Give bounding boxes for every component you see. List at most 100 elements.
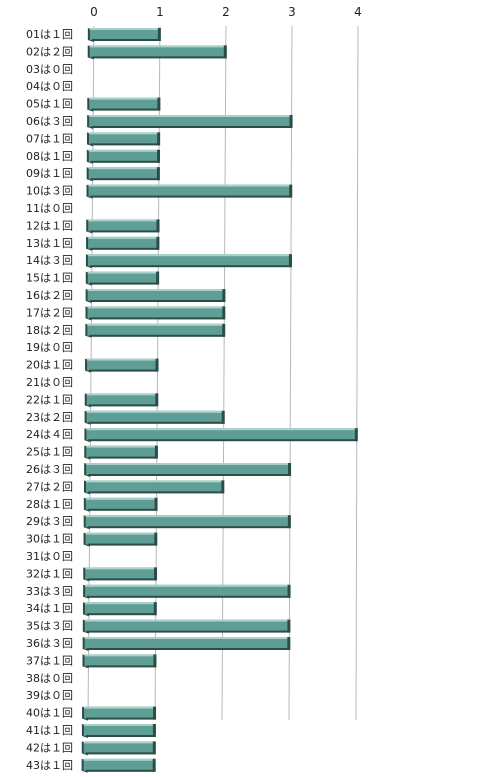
bar-face — [84, 654, 156, 667]
category-label: 16は２回 — [26, 289, 73, 302]
bar-end — [288, 254, 292, 268]
bar-highlight — [86, 463, 291, 465]
bar — [83, 515, 291, 530]
bar-end — [154, 445, 158, 459]
bar-highlight — [88, 219, 159, 222]
bar — [85, 289, 226, 303]
bar-highlight — [85, 515, 290, 518]
bar-end — [153, 706, 157, 720]
bar-end — [156, 167, 160, 181]
bar-highlight — [87, 254, 291, 257]
category-label: 31は０回 — [26, 550, 73, 563]
bar-face — [84, 637, 290, 649]
bar-end — [156, 219, 160, 233]
bar-end — [156, 236, 160, 250]
bar-end — [153, 602, 157, 616]
category-label: 07は１回 — [26, 132, 73, 145]
bar-face — [87, 323, 225, 336]
bar-end — [287, 584, 291, 598]
bar-highlight — [87, 289, 225, 291]
bar-face — [86, 463, 291, 475]
x-tick-label: 2 — [222, 5, 230, 19]
bar — [86, 149, 161, 164]
bar-shadow — [86, 717, 156, 720]
bar-end — [156, 271, 160, 285]
bar-shadow — [87, 526, 290, 529]
bar — [82, 654, 157, 669]
bar — [86, 132, 161, 147]
bar-shadow — [90, 178, 159, 181]
bar-face — [83, 758, 155, 771]
bar — [86, 236, 160, 251]
bar-shadow — [88, 474, 291, 476]
category-label: 43は１回 — [26, 759, 73, 772]
bar-highlight — [85, 532, 157, 535]
bar-end — [221, 480, 225, 494]
bar — [85, 323, 226, 338]
bar-highlight — [89, 45, 226, 48]
bar-highlight — [88, 236, 159, 239]
category-label: 20は１回 — [26, 359, 73, 372]
bar-face — [89, 115, 292, 127]
category-label: 42は１回 — [26, 741, 73, 754]
bar-end — [354, 428, 358, 442]
bar-end — [287, 637, 291, 650]
bar — [85, 254, 292, 269]
category-label: 06は３回 — [26, 115, 73, 128]
bar-shadow — [88, 404, 158, 407]
bar-end — [155, 358, 159, 372]
bar — [86, 167, 160, 182]
bar — [87, 115, 293, 129]
bar-face — [85, 480, 224, 493]
bar-highlight — [83, 741, 155, 744]
bar — [87, 45, 227, 60]
bar-end — [157, 149, 161, 163]
bar-end — [154, 567, 158, 581]
bar-end — [154, 497, 158, 511]
bar-shadow — [87, 508, 157, 511]
bar-face — [89, 97, 160, 110]
bar-shadow — [87, 578, 157, 581]
bar-end — [288, 463, 292, 476]
bar-highlight — [87, 358, 158, 361]
category-label: 01は１回 — [26, 28, 73, 41]
category-label: 04は０回 — [26, 80, 73, 93]
bar-highlight — [84, 619, 290, 622]
bar — [84, 445, 158, 460]
bar-shadow — [89, 334, 225, 337]
bar-highlight — [85, 497, 157, 500]
bar-shadow — [87, 543, 157, 546]
bar-highlight — [83, 724, 155, 726]
category-label: 30は１回 — [26, 533, 73, 546]
bar-shadow — [91, 126, 292, 128]
category-label: 40は１回 — [26, 707, 73, 720]
bar — [84, 410, 225, 425]
category-label: 39は０回 — [26, 689, 73, 702]
grid-line — [221, 25, 227, 721]
bar-highlight — [84, 602, 156, 605]
bar-highlight — [87, 306, 225, 309]
bar-end — [157, 28, 161, 41]
bar-shadow — [90, 230, 159, 233]
bar-end — [157, 97, 161, 111]
bar-shadow — [90, 247, 159, 250]
grid-line — [288, 25, 293, 721]
bar — [85, 306, 226, 321]
bar-end — [289, 184, 293, 198]
bar-shadow — [89, 300, 225, 302]
bar — [83, 584, 291, 599]
bar-highlight — [84, 706, 156, 709]
bar — [83, 497, 158, 512]
bar-highlight — [89, 97, 160, 100]
bar-face — [84, 706, 156, 719]
category-label: 15は１回 — [26, 272, 73, 285]
bar-face — [84, 602, 156, 615]
bar-shadow — [86, 630, 290, 633]
bar — [86, 219, 160, 234]
x-tick-label: 0 — [90, 5, 98, 19]
bar-face — [86, 445, 157, 458]
bar-highlight — [83, 758, 155, 761]
bar-highlight — [85, 480, 224, 483]
bar-face — [85, 497, 157, 510]
